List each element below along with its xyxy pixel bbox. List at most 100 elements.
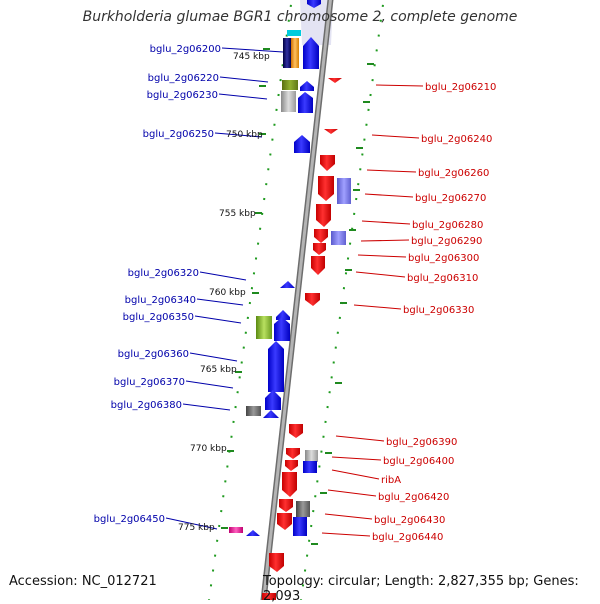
label-leader xyxy=(196,298,244,306)
scale-label: 750 kbp xyxy=(226,130,263,140)
gene-arrow xyxy=(279,499,293,512)
gene-label-left[interactable]: bglu_2g06250 xyxy=(143,129,214,140)
gene-arrow xyxy=(268,341,284,392)
gene-label-right[interactable]: bglu_2g06300 xyxy=(408,253,479,264)
backbone xyxy=(262,0,332,600)
gene-label-left[interactable]: bglu_2g06370 xyxy=(114,377,185,388)
gene-arrow xyxy=(300,81,314,91)
gene-arrow xyxy=(313,243,326,255)
gene-label-left[interactable]: bglu_2g06380 xyxy=(111,400,182,411)
gene-arrow xyxy=(246,530,260,536)
scale-label: 770 kbp xyxy=(190,444,227,454)
gene-arrow xyxy=(305,450,318,462)
label-leader xyxy=(355,271,406,278)
gene-label-right[interactable]: bglu_2g06390 xyxy=(386,437,457,448)
label-leader xyxy=(375,84,424,87)
label-leader xyxy=(371,134,420,139)
label-leader xyxy=(364,193,414,198)
gene-label-right[interactable]: bglu_2g06290 xyxy=(411,236,482,247)
label-leader xyxy=(218,93,268,100)
gene-arrow xyxy=(337,178,351,204)
gene-label-left[interactable]: bglu_2g06340 xyxy=(125,295,196,306)
gene-label-right[interactable]: ribA xyxy=(381,475,401,486)
scale-label: 745 kbp xyxy=(233,52,270,62)
label-leader xyxy=(189,352,238,362)
label-leader xyxy=(321,532,371,537)
gene-arrow xyxy=(298,92,313,113)
scale-label: 755 kbp xyxy=(219,209,256,219)
scale-label: 760 kbp xyxy=(209,288,246,298)
label-leader xyxy=(199,271,247,281)
gene-label-right[interactable]: bglu_2g06330 xyxy=(403,305,474,316)
scale-label: 775 kbp xyxy=(178,523,215,533)
label-leaders xyxy=(165,47,424,537)
label-leader xyxy=(335,435,385,442)
gene-label-right[interactable]: bglu_2g06400 xyxy=(383,456,454,467)
gene-arrow xyxy=(285,460,298,471)
gene-arrow xyxy=(280,281,295,288)
gene-arrow xyxy=(303,37,319,69)
gene-arrow xyxy=(276,310,290,320)
label-leader xyxy=(360,239,410,242)
gene-label-right[interactable]: bglu_2g06280 xyxy=(412,220,483,231)
gene-arrow xyxy=(246,406,261,416)
gene-arrow xyxy=(291,38,299,68)
gene-arrow xyxy=(307,0,321,8)
label-leader xyxy=(357,254,407,258)
gene-arrow xyxy=(303,461,317,473)
gene-arrow xyxy=(283,38,291,68)
gene-arrow xyxy=(324,129,338,134)
label-leader xyxy=(331,456,382,461)
label-leader xyxy=(214,132,263,138)
gene-arrow xyxy=(318,176,334,201)
gene-label-left[interactable]: bglu_2g06200 xyxy=(150,44,221,55)
gene-arrow xyxy=(294,135,310,153)
gene-arrow xyxy=(269,553,284,572)
gene-arrow xyxy=(229,527,243,533)
label-leader xyxy=(327,489,377,497)
gene-arrow xyxy=(320,155,335,171)
gene-label-left[interactable]: bglu_2g06320 xyxy=(128,268,199,279)
gene-label-left[interactable]: bglu_2g06350 xyxy=(123,312,194,323)
scale-labels: 745 kbp 750 kbp 755 kbp 760 kbp 765 kbp 770 k… xyxy=(178,52,270,533)
label-leader xyxy=(353,304,402,310)
gene-arrow xyxy=(293,517,307,536)
gene-arrow xyxy=(265,390,281,410)
label-leader xyxy=(182,403,231,411)
map-title: Burkholderia glumae BGR1 chromosome 2, c… xyxy=(82,9,518,25)
gene-label-right[interactable]: bglu_2g06260 xyxy=(418,168,489,179)
gene-label-left[interactable]: bglu_2g06220 xyxy=(148,73,219,84)
gene-label-right[interactable]: bglu_2g06310 xyxy=(407,273,478,284)
label-leader xyxy=(324,513,373,520)
gene-arrow xyxy=(256,316,272,339)
gene-arrow xyxy=(328,78,342,83)
label-leader xyxy=(361,220,411,225)
gene-arrow xyxy=(277,513,292,530)
gene-label-right[interactable]: bglu_2g06430 xyxy=(374,515,445,526)
gene-label-right[interactable]: bglu_2g06210 xyxy=(425,82,496,93)
gene-label-left[interactable]: bglu_2g06450 xyxy=(94,514,165,525)
scale-label: 765 kbp xyxy=(200,365,237,375)
label-leader xyxy=(221,47,284,53)
gene-label-right[interactable]: bglu_2g06440 xyxy=(372,532,443,543)
gene-label-right[interactable]: bglu_2g06240 xyxy=(421,134,492,145)
gene-label-right[interactable]: bglu_2g06270 xyxy=(415,193,486,204)
right-gene-labels: bglu_2g06210 bglu_2g06240 bglu_2g06260bglu… xyxy=(372,82,496,543)
left-gene-labels: bglu_2g06200 bglu_2g06220 bglu_2g06230bglu… xyxy=(94,44,221,525)
gene-arrow xyxy=(282,80,298,90)
gene-label-right[interactable]: bglu_2g06420 xyxy=(378,492,449,503)
inner-dotted-ring xyxy=(208,0,293,600)
gene-arrow xyxy=(286,448,300,459)
gene-arrow xyxy=(274,317,290,341)
gene-label-left[interactable]: bglu_2g06360 xyxy=(118,349,189,360)
accession-text: Accession: NC_012721 xyxy=(9,574,157,589)
gene-arrow xyxy=(316,204,331,227)
gene-arrow xyxy=(263,410,279,418)
gene-arrow xyxy=(282,472,297,497)
gene-arrow xyxy=(305,293,320,306)
gene-arrow xyxy=(296,501,310,517)
label-leader xyxy=(366,169,417,173)
gene-label-left[interactable]: bglu_2g06230 xyxy=(147,90,218,101)
forward-genes xyxy=(229,0,321,536)
